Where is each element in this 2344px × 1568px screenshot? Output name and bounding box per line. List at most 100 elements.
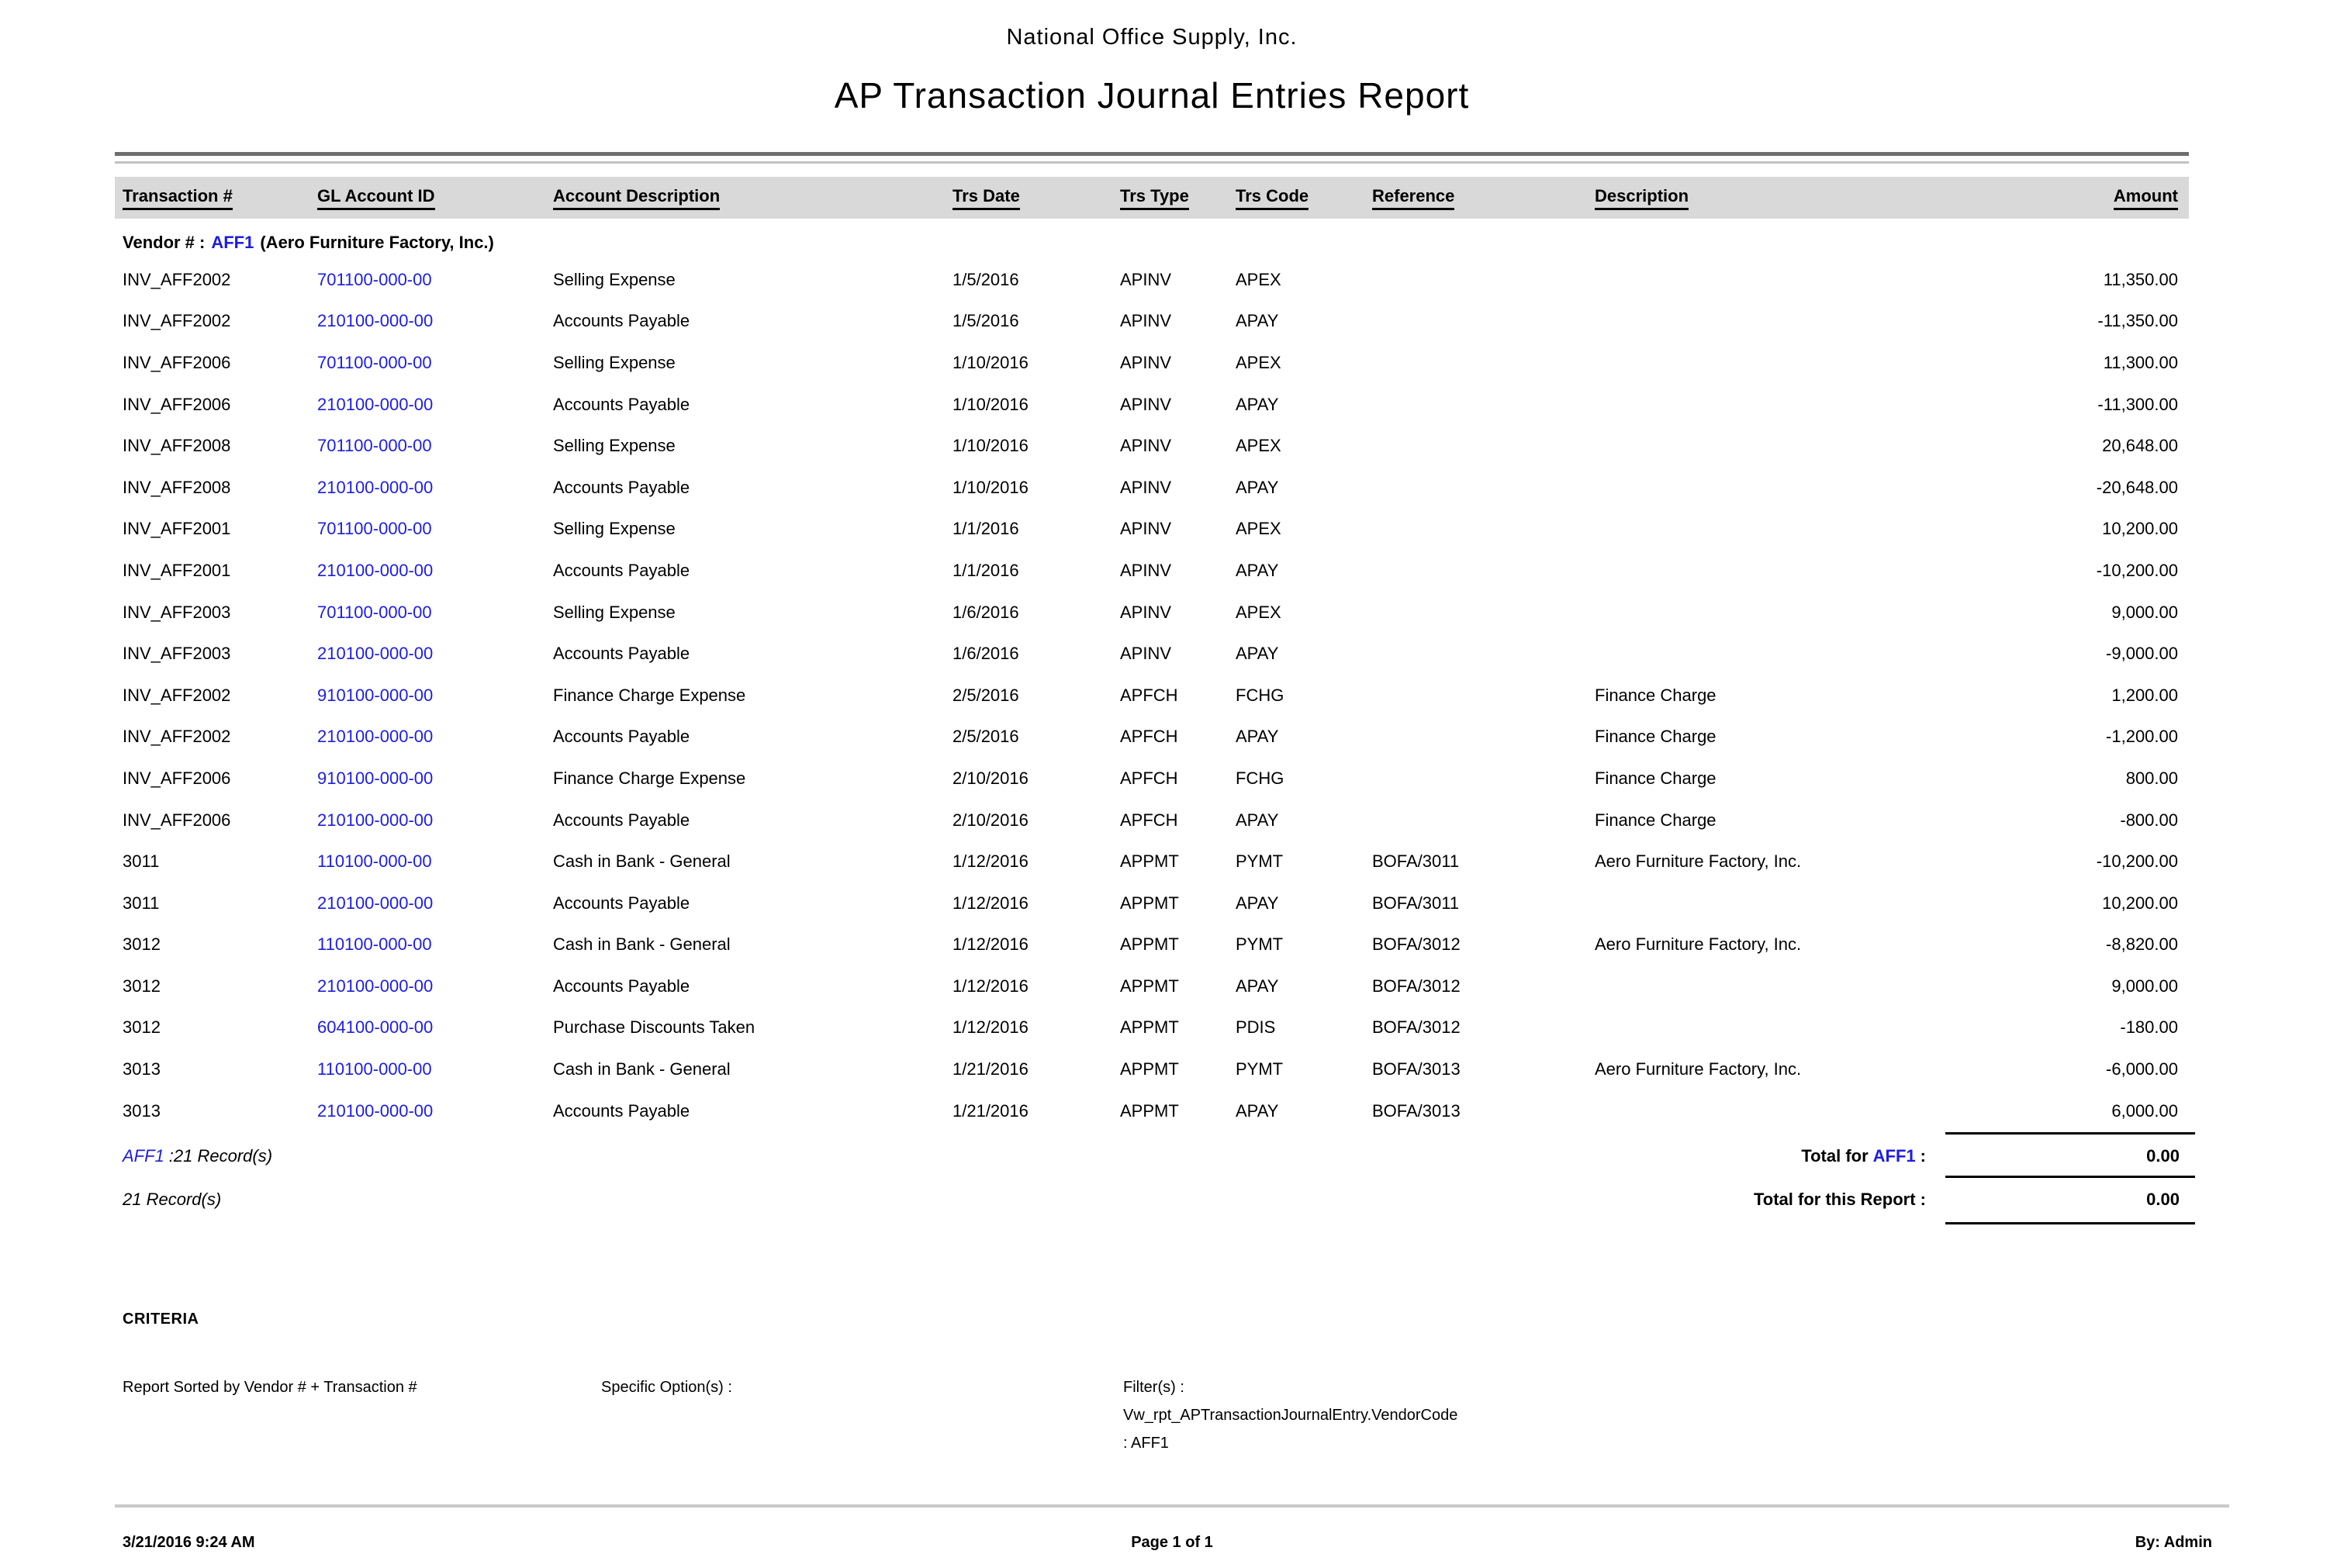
- cell-transaction-number: INV_AFF2006: [123, 768, 231, 788]
- criteria-filters-label: Filter(s) :: [1123, 1379, 1184, 1396]
- cell-trs-type: APPMT: [1120, 851, 1179, 872]
- table-row: 3012 604100-000-00 Purchase Discounts Ta…: [115, 1007, 2189, 1049]
- cell-trs-type: APFCH: [1120, 727, 1178, 747]
- cell-transaction-number: INV_AFF2006: [123, 810, 231, 830]
- cell-gl-account-id-link[interactable]: 701100-000-00: [317, 436, 432, 456]
- cell-gl-account-id-link[interactable]: 604100-000-00: [317, 1017, 434, 1038]
- cell-trs-code: APAY: [1236, 394, 1279, 414]
- company-name: National Office Supply, Inc.: [1006, 25, 1298, 50]
- column-header-description: Description: [1595, 186, 1947, 210]
- cell-transaction-number: INV_AFF2001: [123, 560, 231, 580]
- cell-trs-date: 1/10/2016: [952, 394, 1029, 414]
- cell-description: Aero Furniture Factory, Inc.: [1595, 934, 1802, 955]
- cell-trs-date: 1/12/2016: [952, 934, 1029, 955]
- cell-amount: 9,000.00: [2111, 976, 2178, 996]
- cell-description: Aero Furniture Factory, Inc.: [1595, 1059, 1802, 1079]
- column-header-trs-code: Trs Code: [1236, 186, 1372, 210]
- cell-transaction-number: INV_AFF2008: [123, 477, 231, 497]
- cell-reference: BOFA/3013: [1372, 1100, 1461, 1121]
- cell-gl-account-id-link[interactable]: 910100-000-00: [317, 768, 434, 788]
- cell-trs-date: 2/5/2016: [952, 727, 1019, 747]
- cell-gl-account-id-link[interactable]: 110100-000-00: [317, 934, 432, 955]
- group-record-code-link[interactable]: AFF1: [123, 1146, 164, 1166]
- cell-trs-date: 1/12/2016: [952, 976, 1029, 996]
- cell-transaction-number: INV_AFF2003: [123, 644, 231, 664]
- cell-amount: -1,200.00: [2106, 727, 2178, 747]
- cell-transaction-number: 3011: [123, 851, 160, 872]
- footer-page-number: Page 1 of 1: [1131, 1534, 1213, 1551]
- group-total-label: Total for AFF1 :: [1801, 1146, 1926, 1166]
- cell-trs-code: APAY: [1236, 893, 1279, 913]
- cell-trs-date: 1/12/2016: [952, 893, 1029, 913]
- cell-gl-account-id-link[interactable]: 110100-000-00: [317, 1059, 432, 1079]
- criteria-filter-line-2: : AFF1: [1123, 1435, 1169, 1452]
- cell-account-description: Cash in Bank - General: [553, 1059, 731, 1079]
- cell-gl-account-id-link[interactable]: 701100-000-00: [317, 352, 432, 372]
- cell-description: Aero Furniture Factory, Inc.: [1595, 851, 1802, 872]
- criteria-filter-line-1: Vw_rpt_APTransactionJournalEntry.VendorC…: [1123, 1407, 1458, 1424]
- cell-gl-account-id-link[interactable]: 701100-000-00: [317, 519, 432, 539]
- group-total-code-link[interactable]: AFF1: [1872, 1146, 1916, 1166]
- cell-trs-code: PYMT: [1236, 851, 1284, 872]
- cell-trs-type: APPMT: [1120, 1100, 1179, 1121]
- cell-gl-account-id-link[interactable]: 210100-000-00: [317, 311, 434, 331]
- cell-gl-account-id-link[interactable]: 701100-000-00: [317, 602, 432, 622]
- cell-gl-account-id-link[interactable]: 110100-000-00: [317, 851, 432, 872]
- cell-amount: 9,000.00: [2111, 602, 2178, 622]
- cell-account-description: Accounts Payable: [553, 311, 690, 331]
- cell-trs-code: APEX: [1236, 436, 1281, 456]
- cell-account-description: Accounts Payable: [553, 477, 690, 497]
- cell-transaction-number: INV_AFF2008: [123, 436, 231, 456]
- cell-amount: -11,350.00: [2097, 311, 2178, 331]
- cell-transaction-number: INV_AFF2006: [123, 394, 231, 414]
- cell-trs-code: APAY: [1236, 727, 1279, 747]
- footer-divider: [115, 1504, 2229, 1508]
- cell-gl-account-id-link[interactable]: 701100-000-00: [317, 269, 432, 289]
- cell-account-description: Accounts Payable: [553, 560, 690, 580]
- table-row: INV_AFF2002 210100-000-00 Accounts Payab…: [115, 717, 2189, 758]
- cell-trs-type: APPMT: [1120, 976, 1179, 996]
- table-row: INV_AFF2002 210100-000-00 Accounts Payab…: [115, 301, 2189, 343]
- cell-gl-account-id-link[interactable]: 210100-000-00: [317, 560, 434, 580]
- cell-gl-account-id-link[interactable]: 210100-000-00: [317, 394, 434, 414]
- cell-trs-date: 1/12/2016: [952, 1017, 1029, 1038]
- report-total-label: Total for this Report :: [1753, 1190, 1926, 1209]
- column-header-amount: Amount: [1947, 186, 2189, 210]
- cell-gl-account-id-link[interactable]: 210100-000-00: [317, 727, 434, 747]
- vendor-code-link[interactable]: AFF1: [211, 233, 254, 252]
- table-row: 3013 110100-000-00 Cash in Bank - Genera…: [115, 1048, 2189, 1090]
- cell-account-description: Accounts Payable: [553, 976, 690, 996]
- cell-account-description: Accounts Payable: [553, 810, 690, 830]
- cell-trs-date: 2/5/2016: [952, 685, 1019, 705]
- cell-amount: 1,200.00: [2111, 685, 2178, 705]
- cell-trs-date: 1/10/2016: [952, 352, 1029, 372]
- cell-gl-account-id-link[interactable]: 210100-000-00: [317, 644, 434, 664]
- cell-gl-account-id-link[interactable]: 210100-000-00: [317, 1100, 434, 1121]
- cell-description: Finance Charge: [1595, 810, 1717, 830]
- cell-trs-type: APINV: [1120, 477, 1172, 497]
- table-row: INV_AFF2008 701100-000-00 Selling Expens…: [115, 425, 2189, 467]
- cell-trs-date: 2/10/2016: [952, 768, 1029, 788]
- cell-account-description: Accounts Payable: [553, 394, 690, 414]
- cell-trs-code: APAY: [1236, 976, 1279, 996]
- cell-gl-account-id-link[interactable]: 210100-000-00: [317, 810, 434, 830]
- table-row: 3011 210100-000-00 Accounts Payable 1/12…: [115, 882, 2189, 924]
- cell-gl-account-id-link[interactable]: 910100-000-00: [317, 685, 434, 705]
- cell-transaction-number: INV_AFF2002: [123, 685, 231, 705]
- table-row: INV_AFF2001 701100-000-00 Selling Expens…: [115, 509, 2189, 551]
- cell-trs-date: 1/12/2016: [952, 851, 1029, 872]
- cell-transaction-number: 3011: [123, 893, 160, 913]
- cell-gl-account-id-link[interactable]: 210100-000-00: [317, 893, 434, 913]
- cell-trs-date: 1/1/2016: [952, 560, 1019, 580]
- cell-account-description: Cash in Bank - General: [553, 934, 731, 955]
- cell-account-description: Selling Expense: [553, 352, 676, 372]
- cell-trs-code: APAY: [1236, 644, 1279, 664]
- cell-transaction-number: INV_AFF2002: [123, 269, 231, 289]
- cell-gl-account-id-link[interactable]: 210100-000-00: [317, 477, 434, 497]
- cell-gl-account-id-link[interactable]: 210100-000-00: [317, 976, 434, 996]
- cell-amount: 10,200.00: [2102, 519, 2178, 539]
- column-header-trs-type: Trs Type: [1120, 186, 1236, 210]
- cell-trs-type: APFCH: [1120, 685, 1178, 705]
- group-record-count: AFF1 :21 Record(s): [123, 1146, 273, 1166]
- cell-trs-code: FCHG: [1236, 685, 1284, 705]
